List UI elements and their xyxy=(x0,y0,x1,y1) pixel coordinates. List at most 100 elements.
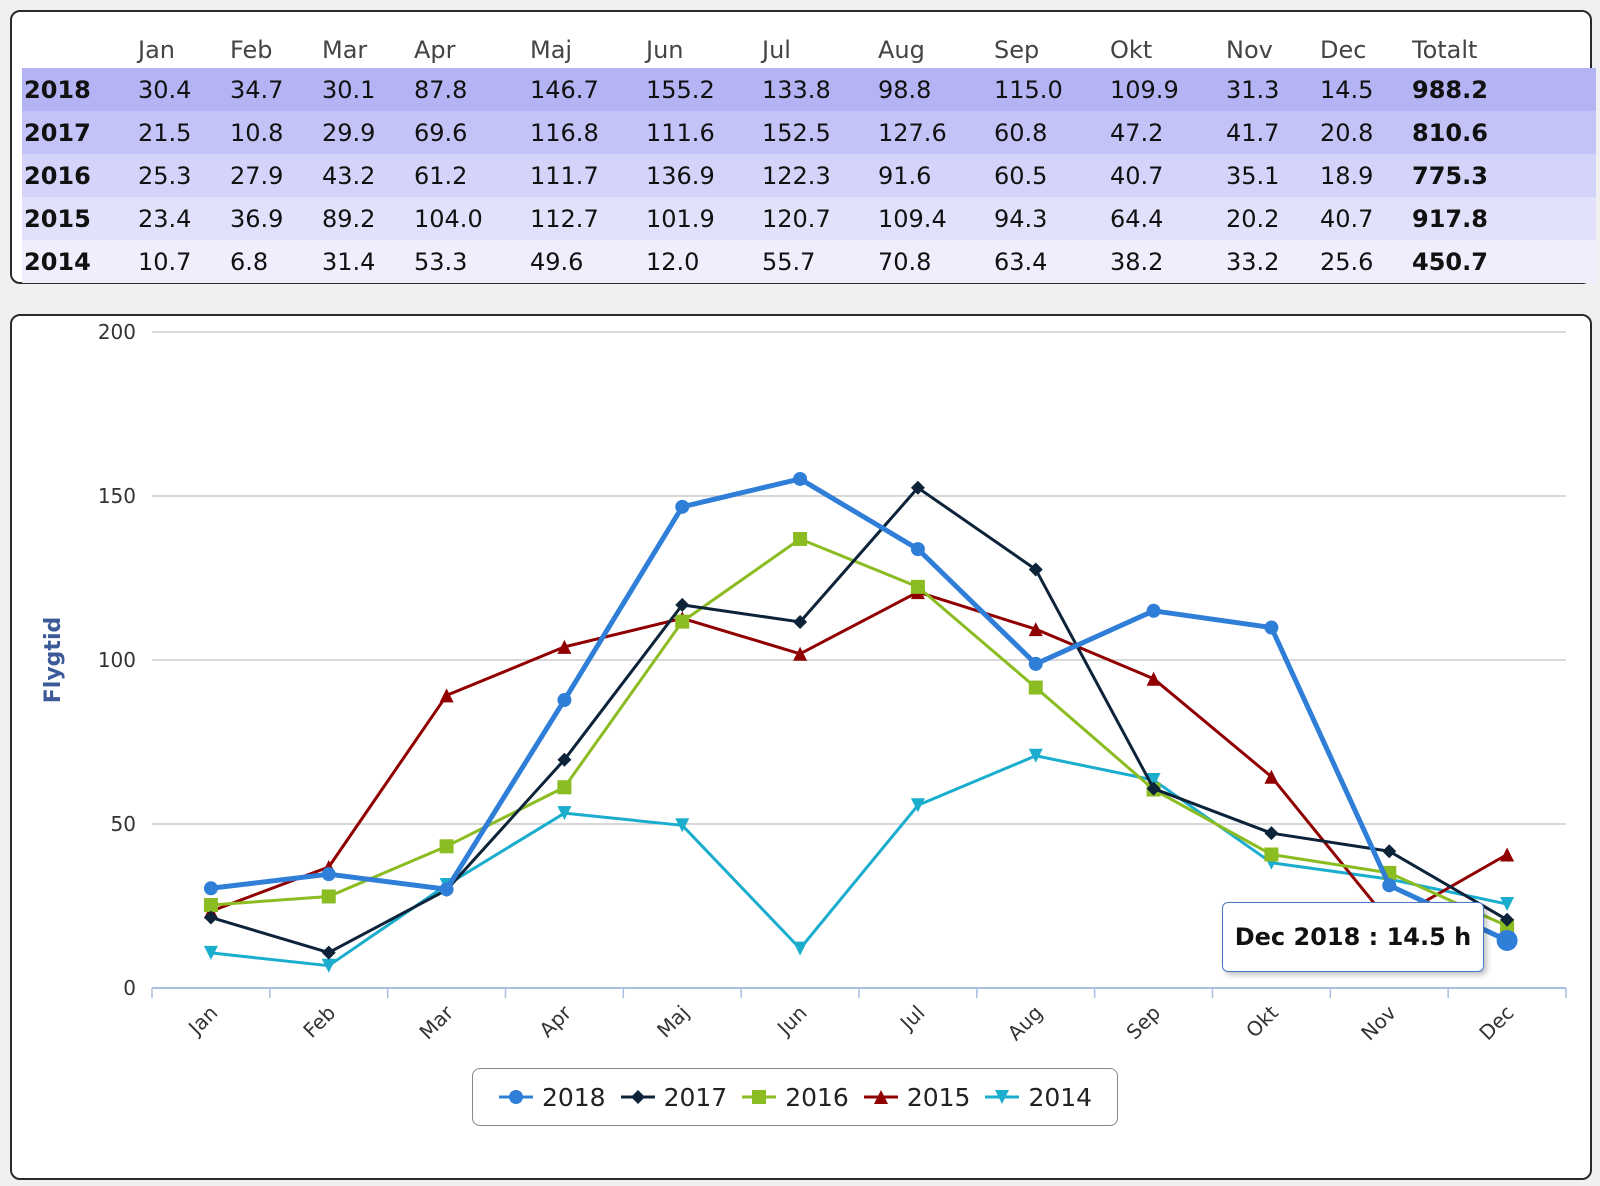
data-point-2018 xyxy=(203,881,218,896)
value-cell: 55.7 xyxy=(762,247,816,276)
header-aug: Aug xyxy=(878,36,925,64)
value-cell: 91.6 xyxy=(878,161,932,190)
data-point-2018 xyxy=(675,499,690,514)
monthly-table-panel: Jan Feb Mar Apr Maj Jun Jul Aug Sep Okt Nov Dec Tota… xyxy=(10,10,1596,284)
data-point-2016 xyxy=(439,839,454,854)
y-tick-label: 200 xyxy=(98,320,136,344)
value-cell: 41.7 xyxy=(1226,118,1280,147)
legend-item-2018[interactable]: 2018 xyxy=(498,1083,606,1112)
value-cell: 31.4 xyxy=(322,247,376,276)
data-point-2017 xyxy=(203,910,218,925)
header-jun: Jun xyxy=(646,36,684,64)
data-point-2014 xyxy=(1146,773,1161,788)
data-point-2018 xyxy=(910,542,925,557)
value-cell: 36.9 xyxy=(230,204,284,233)
legend-symbol-circle xyxy=(498,1090,533,1104)
x-tick-label: Aug xyxy=(1003,1001,1048,1046)
data-point-2017 xyxy=(1264,826,1279,841)
legend-item-2014[interactable]: 2014 xyxy=(984,1083,1092,1112)
value-cell: 87.8 xyxy=(414,75,468,104)
value-cell: 47.2 xyxy=(1110,118,1164,147)
value-cell: 127.6 xyxy=(878,118,947,147)
value-cell: 111.6 xyxy=(646,118,715,147)
legend-item-2017[interactable]: 2017 xyxy=(620,1082,728,1112)
value-cell: 40.7 xyxy=(1110,161,1164,190)
value-cell: 101.9 xyxy=(646,204,715,233)
data-point-2018 xyxy=(321,867,336,882)
x-tick-label: Jul xyxy=(894,1001,929,1036)
series-2018 xyxy=(203,471,1518,951)
value-cell: 40.7 xyxy=(1320,204,1374,233)
x-tick-label: Jan xyxy=(182,1001,222,1041)
value-cell: 109.4 xyxy=(878,204,947,233)
year-cell: 2014 xyxy=(24,247,91,276)
header-year xyxy=(22,32,138,68)
data-point-2016 xyxy=(910,579,925,594)
value-cell: 116.8 xyxy=(530,118,599,147)
value-cell: 30.1 xyxy=(322,75,376,104)
value-cell: 53.3 xyxy=(414,247,468,276)
value-cell: 27.9 xyxy=(230,161,284,190)
value-cell: 61.2 xyxy=(414,161,468,190)
data-point-2014 xyxy=(675,818,690,833)
data-point-2018 xyxy=(1382,878,1397,893)
year-cell: 2017 xyxy=(24,118,91,147)
data-point-2018 xyxy=(557,693,572,708)
legend-item-2016[interactable]: 2016 xyxy=(741,1083,849,1112)
table-row: 2018 30.4 34.7 30.1 87.8 146.7 155.2 133.8 98.8 1… xyxy=(22,68,1596,111)
monthly-flight-time-table: Jan Feb Mar Apr Maj Jun Jul Aug Sep Okt Nov Dec Tota… xyxy=(22,32,1596,283)
total-cell: 810.6 xyxy=(1412,118,1488,147)
data-point-2014 xyxy=(557,806,572,821)
y-tick-label: 100 xyxy=(98,648,136,672)
value-cell: 29.9 xyxy=(322,118,376,147)
value-cell: 69.6 xyxy=(414,118,468,147)
total-cell: 775.3 xyxy=(1412,161,1488,190)
data-point-2015 xyxy=(557,639,572,654)
x-tick-label: Apr xyxy=(535,1000,577,1042)
header-totalt: Totalt xyxy=(1412,36,1478,64)
data-point-2017 xyxy=(910,480,925,495)
year-cell: 2015 xyxy=(24,204,91,233)
legend-symbol-square xyxy=(742,1090,777,1104)
line-chart: 0 50 100 150 200 Jan Feb Mar Apr Maj Jun Jul Aug Sep O… xyxy=(41,320,1567,1046)
header-maj: Maj xyxy=(530,36,573,64)
value-cell: 18.9 xyxy=(1320,161,1374,190)
value-cell: 111.7 xyxy=(530,161,599,190)
header-nov: Nov xyxy=(1226,36,1273,64)
total-cell: 450.7 xyxy=(1412,247,1488,276)
total-cell: 988.2 xyxy=(1412,75,1488,104)
value-cell: 49.6 xyxy=(530,247,584,276)
data-point-2018 xyxy=(1496,929,1518,951)
header-mar: Mar xyxy=(322,36,368,64)
value-cell: 60.5 xyxy=(994,161,1048,190)
x-tick-label: Okt xyxy=(1241,1000,1283,1042)
value-cell: 64.4 xyxy=(1110,204,1164,233)
value-cell: 25.6 xyxy=(1320,247,1374,276)
data-point-2015 xyxy=(1028,622,1043,637)
value-cell: 12.0 xyxy=(646,247,700,276)
series-line-2016 xyxy=(210,537,1508,928)
legend-label: 2015 xyxy=(906,1082,971,1112)
data-point-2014 xyxy=(1028,748,1043,763)
legend-item-2015[interactable]: 2015 xyxy=(863,1082,971,1112)
series-line-2017 xyxy=(210,486,1508,955)
data-point-2018 xyxy=(1028,656,1043,671)
value-cell: 133.8 xyxy=(762,75,831,104)
table-row: 2016 25.3 27.9 43.2 61.2 111.7 136.9 122.3 91.6 6… xyxy=(22,154,1596,197)
value-cell: 120.7 xyxy=(762,204,831,233)
value-cell: 155.2 xyxy=(646,75,715,104)
header-jan: Jan xyxy=(138,36,175,64)
header-apr: Apr xyxy=(414,36,456,64)
data-point-2018 xyxy=(439,882,454,897)
data-point-2014 xyxy=(793,941,808,956)
y-tick-label: 50 xyxy=(111,812,136,836)
data-point-2017 xyxy=(1500,912,1515,927)
legend-label: 2018 xyxy=(541,1082,606,1112)
y-tick-label: 150 xyxy=(98,484,136,508)
x-tick-label: Mar xyxy=(414,1000,458,1044)
legend-label: 2017 xyxy=(663,1082,728,1112)
value-cell: 70.8 xyxy=(878,247,932,276)
value-cell: 112.7 xyxy=(530,204,599,233)
table-row: 2017 21.5 10.8 29.9 69.6 116.8 111.6 152.5 127.6… xyxy=(22,111,1596,154)
x-tick-label: Sep xyxy=(1121,1001,1165,1045)
